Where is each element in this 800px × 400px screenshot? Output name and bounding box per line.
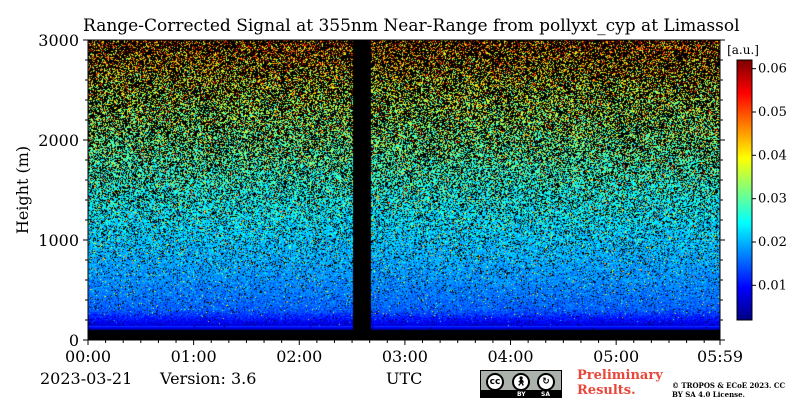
preliminary-results-note: Preliminary Results. [577,368,663,398]
y-axis-label: Height (m) [13,146,32,234]
y-tick-label-1: 1000 [38,231,79,250]
cc-icon: cc [486,373,504,391]
chart-title: Range-Corrected Signal at 355nm Near-Ran… [83,16,740,36]
colorbar-tick-label-4: 0.05 [758,105,787,120]
x-tick-label-4: 04:00 [487,347,533,366]
cc-badge-by: BY [517,391,526,398]
y-tick-label-3: 3000 [38,31,79,50]
x-tick-label-5: 05:00 [593,347,639,366]
person-icon: 🚶︎ [512,373,530,391]
colorbar-unit: [a.u.] [727,43,759,57]
x-tick-label-3: 03:00 [382,347,428,366]
version-label: Version: 3.6 [160,369,257,388]
colorbar-tick-label-3: 0.04 [758,148,787,163]
colorbar-tick-label-1: 0.02 [758,235,787,250]
x-tick-label-2: 02:00 [276,347,322,366]
plot-frame [87,39,721,341]
colorbar-frame [736,59,753,321]
y-tick-label-2: 2000 [38,131,79,150]
y-tick-label-0: 0 [69,331,79,350]
colorbar-tick-label-5: 0.06 [758,62,787,77]
cc-badge-sa: SA [541,391,550,398]
x-tick-label-1: 01:00 [171,347,217,366]
colorbar-tick-label-2: 0.03 [758,192,787,207]
share-alike-icon: ↻ [537,373,555,391]
colorbar-tick-label-0: 0.01 [758,278,787,293]
cc-badge-strip: BY SA [481,390,561,398]
x-axis-label: UTC [386,369,423,388]
copyright-note: © TROPOS & ECoE 2023. CC BY SA 4.0 Licen… [672,381,786,399]
date-label: 2023-03-21 [40,369,133,388]
cc-license-badge: cc 🚶︎ ↻ BY SA [480,370,562,398]
x-tick-label-0: 00:00 [65,347,111,366]
x-tick-label-6: 05:59 [697,347,743,366]
